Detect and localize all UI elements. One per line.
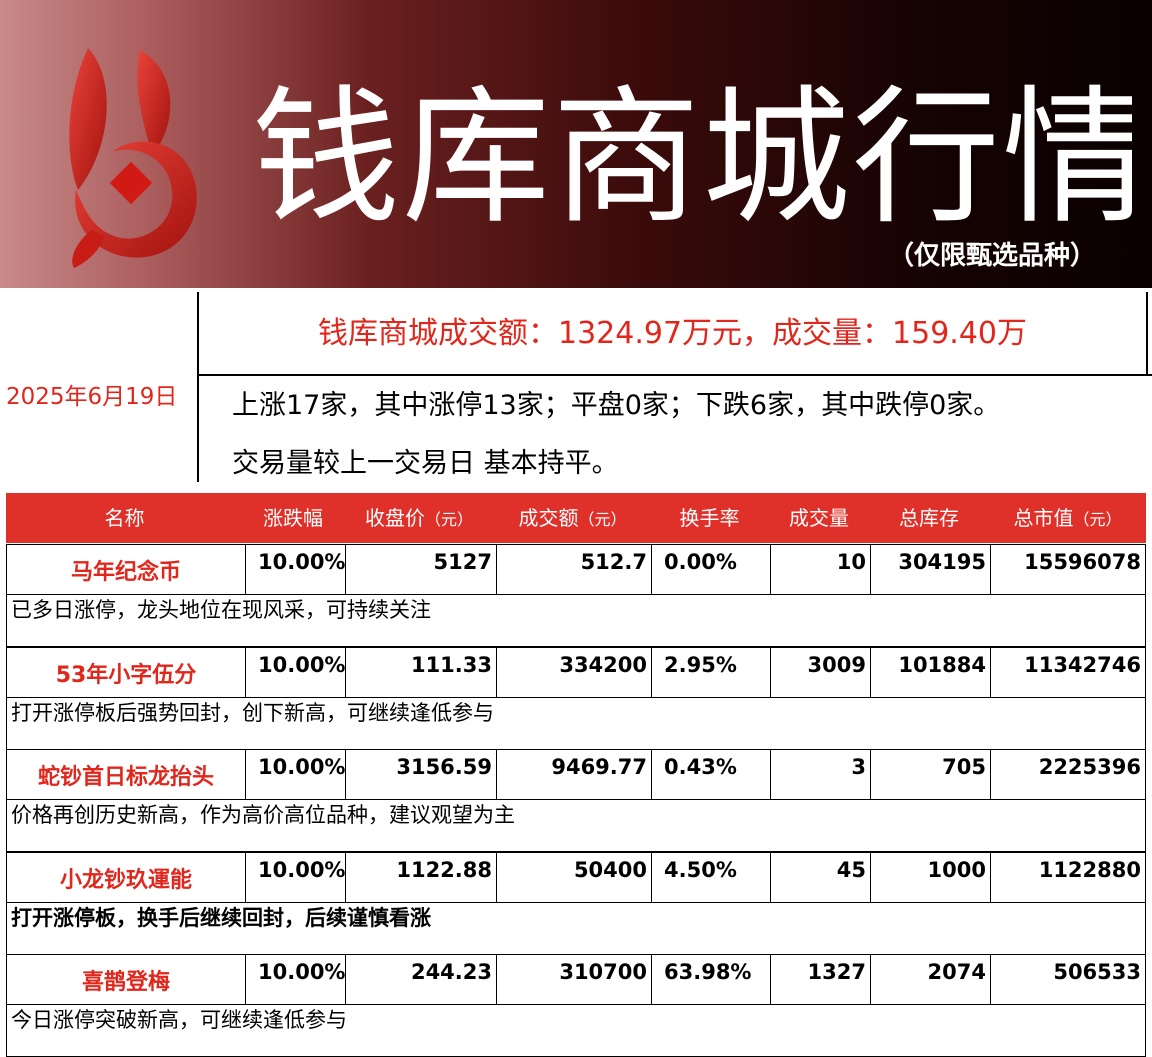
table-row: 蛇钞首日标龙抬头 10.00% 3156.59 9469.77 0.43% 3 …: [6, 749, 1146, 800]
turnover-cell: 4.50%: [651, 853, 770, 902]
volume-cell: 3009: [770, 648, 870, 697]
table-header: 名称 涨跌幅 收盘价（元） 成交额（元） 换手率 成交量 总库存 总市值（元）: [6, 493, 1146, 543]
summary-block: 2025年6月19日 钱库商城成交额：1324.97万元，成交量：159.40万…: [0, 292, 1152, 484]
amount-cell: 50400: [496, 853, 651, 902]
change-cell: 10.00%: [245, 648, 345, 697]
amount-cell: 310700: [496, 955, 651, 1004]
stock-cell: 1000: [870, 853, 990, 902]
item-name: 喜鹊登梅: [81, 970, 170, 995]
column-header-name: 名称: [104, 506, 145, 530]
table-row: 53年小字伍分 10.00% 111.33 334200 2.95% 3009 …: [6, 647, 1146, 698]
amount-cell: 334200: [496, 648, 651, 697]
amount-cell: 512.7: [496, 545, 651, 594]
market-cap-cell: 2225396: [990, 750, 1145, 799]
market-cap-cell: 1122880: [990, 853, 1145, 902]
stock-cell: 101884: [870, 648, 990, 697]
stock-cell: 705: [870, 750, 990, 799]
item-name: 蛇钞首日标龙抬头: [37, 765, 214, 790]
turnover-cell: 0.43%: [651, 750, 770, 799]
column-header-volume: 成交量: [789, 506, 849, 530]
column-header-market-cap: 总市值（元）: [1013, 506, 1122, 530]
close-cell: 3156.59: [345, 750, 496, 799]
column-header-close: 收盘价（元）: [364, 506, 473, 530]
column-header-turnover: 换手率: [679, 506, 740, 530]
table-row: 喜鹊登梅 10.00% 244.23 310700 63.98% 1327 20…: [6, 954, 1146, 1005]
close-cell: 1122.88: [345, 853, 496, 902]
header-banner: 钱库商城行情 （仅限甄选品种）: [0, 0, 1152, 288]
row-note: 价格再创历史新高，作为高价高位品种，建议观望为主: [6, 800, 1146, 852]
turnover-cell: 63.98%: [651, 955, 770, 1004]
change-cell: 10.00%: [245, 545, 345, 594]
stock-cell: 2074: [870, 955, 990, 1004]
table-row: 马年纪念币 10.00% 5127 512.7 0.00% 10 304195 …: [6, 544, 1146, 595]
volume-cell: 3: [770, 750, 870, 799]
change-cell: 10.00%: [245, 955, 345, 1004]
stock-cell: 304195: [870, 545, 990, 594]
row-note: 打开涨停板后强势回封，创下新高，可继续逢低参与: [6, 698, 1146, 750]
column-header-stock: 总库存: [899, 506, 959, 530]
market-stats: 上涨17家，其中涨停13家；平盘0家；下跌6家，其中跌停0家。: [232, 390, 1001, 421]
row-note: 今日涨停突破新高，可继续逢低参与: [6, 1005, 1146, 1057]
close-cell: 5127: [345, 545, 496, 594]
banner-title: 钱库商城行情: [252, 78, 1132, 238]
banner-subtitle: （仅限甄选品种）: [887, 241, 1096, 271]
volume-comment: 交易量较上一交易日 基本持平。: [232, 448, 619, 479]
market-cap-cell: 506533: [990, 955, 1145, 1004]
volume-cell: 1327: [770, 955, 870, 1004]
item-name: 小龙钞玖運能: [59, 868, 192, 893]
row-note: 已多日涨停，龙头地位在现风采，可持续关注: [6, 595, 1146, 647]
turnover-cell: 0.00%: [651, 545, 770, 594]
divider: [199, 374, 1152, 376]
divider: [1146, 292, 1148, 376]
rabbit-coin-logo-icon: [69, 48, 197, 268]
item-name: 53年小字伍分: [55, 663, 197, 688]
divider: [197, 292, 199, 482]
report-date: 2025年6月19日: [6, 384, 178, 410]
change-cell: 10.00%: [245, 853, 345, 902]
volume-cell: 10: [770, 545, 870, 594]
item-name: 马年纪念币: [70, 560, 181, 585]
market-headline: 钱库商城成交额：1324.97万元，成交量：159.40万: [317, 316, 1028, 351]
close-cell: 244.23: [345, 955, 496, 1004]
column-header-change: 涨跌幅: [263, 506, 323, 530]
market-cap-cell: 15596078: [990, 545, 1145, 594]
turnover-cell: 2.95%: [651, 648, 770, 697]
table-row: 小龙钞玖運能 10.00% 1122.88 50400 4.50% 45 100…: [6, 852, 1146, 903]
row-note: 打开涨停板，换手后继续回封，后续谨慎看涨: [6, 903, 1146, 955]
market-cap-cell: 11342746: [990, 648, 1145, 697]
change-cell: 10.00%: [245, 750, 345, 799]
volume-cell: 45: [770, 853, 870, 902]
column-header-amount: 成交额（元）: [518, 506, 627, 530]
close-cell: 111.33: [345, 648, 496, 697]
amount-cell: 9469.77: [496, 750, 651, 799]
